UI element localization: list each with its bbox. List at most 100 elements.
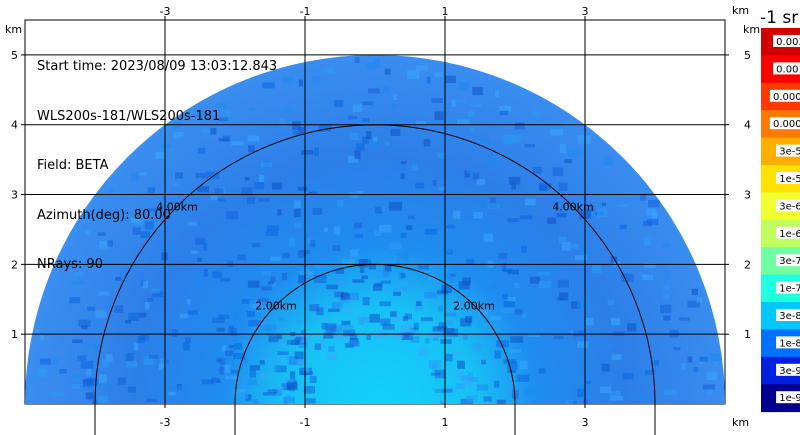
fan-bin [98,291,110,296]
y-ticks-left: 1 2 3 4 5 [11,49,25,341]
fan-bin [335,268,345,274]
fan-bin [134,342,139,351]
fan-bin [374,282,383,287]
fan-bin [362,259,372,265]
fan-bin [285,394,291,402]
fan-bin [384,264,392,272]
fan-bin [214,188,224,194]
fan-bin [323,332,334,339]
fan-bin [601,202,607,206]
fan-bin [382,324,395,330]
fan-bin [86,377,98,386]
fan-bin [528,332,540,338]
fan-bin [151,288,160,294]
fan-bin [411,164,419,171]
y-unit-left: km [5,23,22,36]
fan-bin [499,110,509,116]
fan-bin [222,135,231,142]
colorbar-label-bg [776,172,800,184]
fan-bin [155,151,165,159]
fan-bin [468,110,474,117]
fan-bin [407,70,420,80]
fan-bin [173,132,184,138]
fan-bin [36,369,46,378]
fan-bin [232,352,246,360]
fan-bin [72,339,83,344]
fan-bin [488,158,498,166]
colorbar-label-bg [776,391,800,404]
fan-bin [466,259,475,265]
colorbar-label: 3e-7 [779,256,800,267]
fan-bin [606,343,614,349]
fan-bin [196,110,206,118]
fan-bin [151,291,164,298]
fan-bin [291,358,304,363]
range-ring-labels: 2.00km 2.00km 4.00km 4.00km [156,201,594,313]
fan-bin [635,322,641,330]
fan-bin [338,213,348,221]
fan-bin [300,370,314,375]
fan-bin [139,335,149,341]
fan-bin [261,372,268,379]
fan-bin [432,326,444,332]
range-ring-label: 2.00km [255,299,297,312]
fan-bin [507,218,520,223]
fan-bin [538,281,551,289]
fan-bin [687,356,693,363]
fan-bin [73,271,84,277]
fan-bin [376,269,384,278]
fan-bin [460,375,473,381]
fan-bin [456,119,470,126]
fan-bin [415,182,425,189]
fan-bin [389,201,403,211]
fan-bin [438,322,447,329]
fan-bin [314,274,327,284]
fan-bin [441,237,454,242]
fan-bin [341,320,351,326]
fan-bin [350,132,359,140]
fan-bin [294,222,302,229]
fan-bin [216,379,221,384]
fan-bin [516,374,530,382]
fan-bin [373,59,380,68]
fan-bin [489,283,496,289]
fan-bin [415,303,423,311]
fan-bin [249,365,260,371]
fan-bin [354,222,363,229]
fan-bin [465,395,478,403]
fan-bin [201,128,214,133]
fan-bin [203,268,208,277]
fan-bin [562,121,575,127]
fan-bin [354,57,360,64]
fan-bin [259,360,265,365]
fan-bin [395,259,401,268]
fan-bin [389,241,402,250]
fan-bin [334,291,344,298]
colorbar-label-bg [776,199,800,212]
fan-bin [610,396,623,401]
fan-bin [138,172,148,176]
fan-bin [210,128,217,135]
fan-bin [524,198,536,206]
fan-bin [385,141,390,146]
fan-bin [382,86,389,94]
fan-bin [331,302,343,310]
fan-bin [212,317,225,324]
fan-bin [521,313,527,319]
fan-bin [574,255,588,261]
fan-bin [342,329,356,337]
fan-bin [464,170,471,178]
fan-bin [277,334,282,340]
fan-bin [80,360,94,369]
fan-bin [550,128,563,136]
fan-bin [130,217,141,223]
fan-bin [260,286,273,291]
fan-bin [337,297,351,304]
fan-bin [463,227,473,231]
fan-bin [316,307,324,316]
fan-bin [501,307,514,314]
fan-bin [161,144,172,149]
y-tick-label: 4 [11,119,18,132]
fan-bin [538,182,552,190]
